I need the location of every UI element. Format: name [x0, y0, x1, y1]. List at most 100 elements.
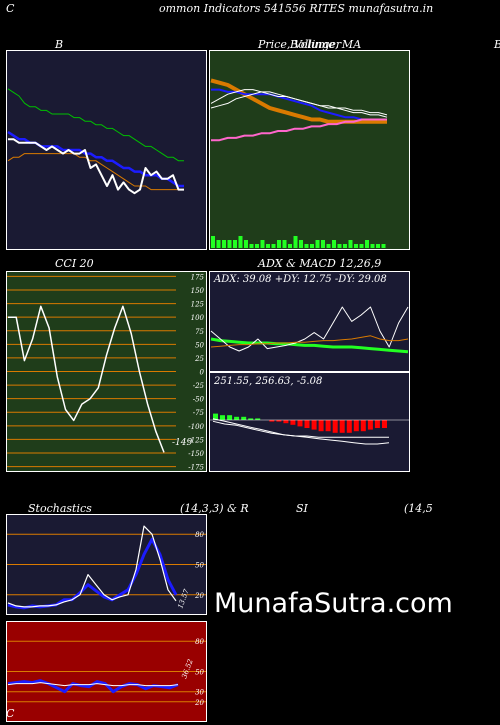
- macd-histogram-bar: [213, 413, 218, 420]
- cci-tick-label: -150: [188, 450, 204, 458]
- price-ma-series-0: [210, 78, 387, 124]
- rsi-series-1: [7, 682, 179, 687]
- cci-tick-label: 25: [194, 355, 204, 363]
- cci-last-label: -149: [172, 438, 192, 448]
- volume-bar: [315, 240, 320, 248]
- macd-histogram-bar: [276, 420, 282, 422]
- panel-background: [6, 50, 207, 250]
- volume-bar: [249, 244, 254, 248]
- cci-panel: 175 150 125 100 75 50 25 0 -25 -50 -75 -100 -125 -150…: [6, 271, 207, 472]
- volume-bar: [348, 240, 353, 248]
- volume-bar: [260, 240, 265, 248]
- macd-histogram-bar: [227, 415, 233, 420]
- footer-left-char: C: [6, 707, 15, 720]
- volume-bar: [211, 236, 215, 248]
- header-left-char: C: [6, 2, 15, 15]
- macd-histogram-bar: [360, 420, 366, 432]
- volume-bar: [332, 240, 336, 248]
- volume-bar: [343, 244, 347, 248]
- macd-histogram-bar: [332, 420, 338, 433]
- volume-bar: [222, 240, 226, 248]
- cci-tick-label: 50: [195, 341, 204, 349]
- macd-histogram-bar: [283, 420, 289, 424]
- bollinger-series-2: [7, 153, 184, 191]
- si-label: SI: [296, 502, 308, 515]
- cci-tick-label: 125: [191, 301, 205, 309]
- volume-bar: [326, 244, 331, 248]
- stoch-panel-title: Stochastics: [28, 502, 92, 515]
- volume-bar: [255, 244, 259, 248]
- volume-bar: [337, 244, 342, 248]
- rsi-tick-label: 30: [195, 689, 204, 697]
- volume-bar: [238, 236, 243, 248]
- panel-background: [209, 50, 410, 250]
- volume-bar: [277, 240, 281, 248]
- cci-tick-label: 0: [200, 369, 205, 377]
- volume-bar: [354, 244, 358, 248]
- volume-bar: [321, 240, 325, 248]
- volume-bar: [299, 240, 303, 248]
- macd-histogram-bar: [234, 416, 240, 420]
- panel-background: [209, 271, 410, 372]
- rsi-tick-label: 20: [194, 699, 204, 707]
- macd-readout: 251.55, 256.63, -5.08: [214, 376, 323, 387]
- cci-tick-label: 150: [191, 287, 205, 295]
- volume-bar: [282, 240, 287, 248]
- right-edge-label: B: [494, 38, 500, 51]
- volume-bar: [271, 244, 276, 248]
- cci-line: [8, 305, 165, 453]
- volume-bar: [359, 244, 364, 248]
- macd-series-0: [212, 418, 390, 445]
- macd-histogram-bar: [255, 418, 261, 420]
- macd-histogram-bar: [325, 420, 331, 432]
- macd-histogram-bar: [382, 420, 387, 428]
- bollinger-series-0: [7, 88, 184, 162]
- macd-histogram-bar: [311, 420, 317, 430]
- bollinger-series-3: [8, 138, 184, 195]
- cci-tick-label: 100: [191, 314, 205, 322]
- rsi-tick-label: 80: [195, 638, 204, 646]
- adx-series-1: [210, 306, 409, 352]
- volume-bar: [365, 240, 369, 248]
- volume-bar: [370, 244, 375, 248]
- cci-tick-label: -125: [188, 436, 204, 444]
- cci-tick-label: -50: [193, 396, 205, 404]
- rsi-tick-label: 50: [195, 669, 204, 677]
- stoch-tick-label: 80: [195, 531, 204, 539]
- bollinger-panel: [6, 50, 207, 250]
- cci-tick-label: -75: [193, 409, 205, 417]
- price-panel-overlay-title: Bollinger: [290, 38, 342, 51]
- cci-tick-label: 175: [191, 273, 205, 281]
- macd-histogram-bar: [220, 415, 225, 420]
- volume-bar: [381, 244, 386, 248]
- macd-histogram-bar: [241, 416, 247, 420]
- cci-tick-label: 75: [195, 328, 204, 336]
- volume-bar: [227, 240, 232, 248]
- macd-histogram-bar: [367, 420, 373, 430]
- volume-bar: [293, 236, 298, 248]
- volume-bar: [266, 244, 270, 248]
- macd-histogram-bar: [374, 420, 380, 428]
- cci-tick-label: -175: [188, 464, 204, 472]
- price-ma-panel: [209, 50, 410, 250]
- price-panel-title: Price, Volume, MA: [258, 38, 362, 51]
- volume-bar: [288, 244, 292, 248]
- adx-panel: [209, 271, 410, 372]
- price-ma-series-1: [211, 88, 387, 121]
- chart-header-title: ommon Indicators 541556 RITES munafasutr…: [159, 2, 434, 15]
- adx-macd-panel-title: ADX & MACD 12,26,9: [258, 257, 382, 270]
- macd-histogram-bar: [353, 420, 359, 432]
- macd-histogram-bar: [304, 420, 310, 428]
- macd-series-1: [212, 420, 389, 438]
- macd-histogram-bar: [248, 418, 254, 420]
- macd-histogram-bar: [346, 420, 352, 433]
- adx-series-2: [210, 335, 409, 348]
- volume-bar: [376, 244, 380, 248]
- macd-histogram-bar: [269, 420, 275, 422]
- macd-histogram-bar: [339, 420, 345, 433]
- stoch-params-label: (14,3,3) & R: [180, 502, 249, 515]
- stoch-tick-label: 50: [195, 562, 204, 570]
- stoch-tick-label: 20: [194, 592, 204, 600]
